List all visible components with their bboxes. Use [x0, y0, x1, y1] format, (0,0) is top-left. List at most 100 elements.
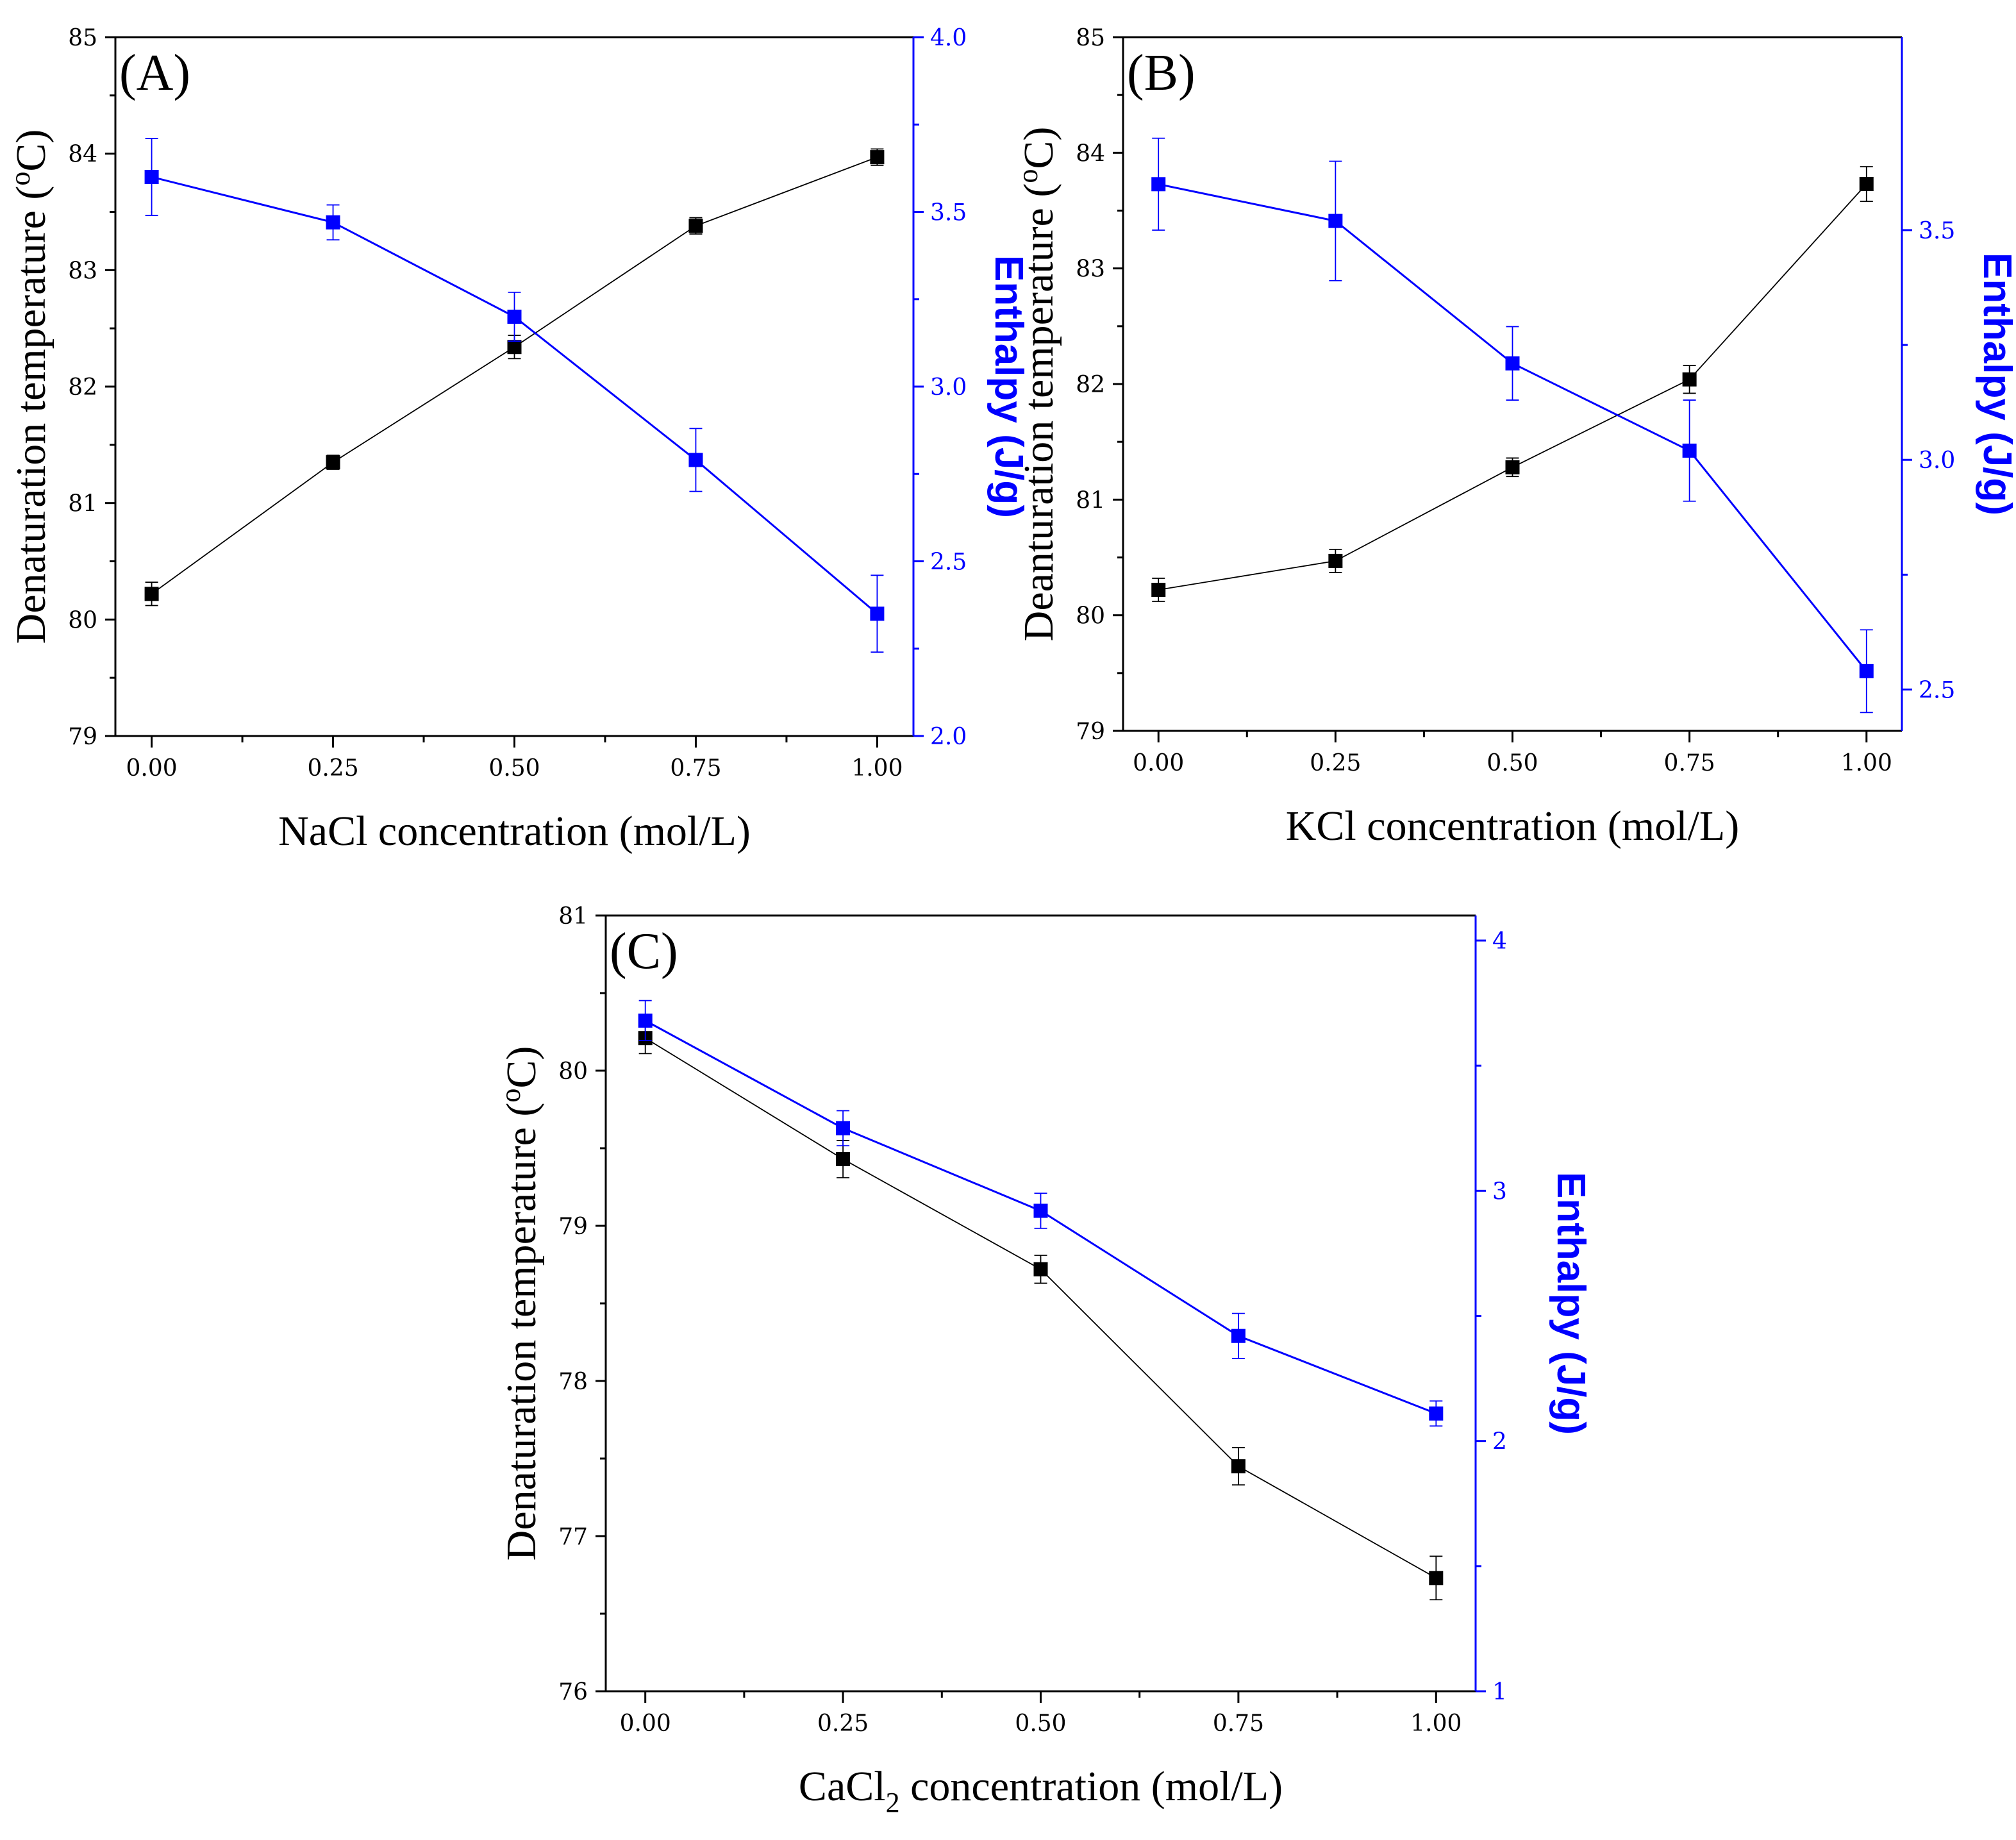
x-axis-title: CaCl2 concentration (mol/L): [799, 1763, 1283, 1818]
temperature-data-point: [1859, 177, 1874, 192]
y-left-axis-title-superscript: o: [1012, 169, 1044, 183]
panel-label: (C): [610, 923, 678, 980]
x-axis-title-subscript: 2: [886, 1787, 900, 1818]
y-left-tick-label: 78: [558, 1369, 588, 1395]
enthalpy-data-point: [1151, 177, 1166, 192]
y-left-tick-label: 83: [1076, 256, 1105, 283]
x-tick-label: 0.00: [126, 755, 178, 782]
y-right-tick-label: 4: [1492, 928, 1507, 955]
y-left-axis-title-tail: C): [8, 130, 54, 172]
enthalpy-data-point: [688, 453, 703, 467]
y-left-axis-title-main: Deanturation temperature (: [1015, 183, 1062, 642]
y-left-tick-label: 79: [558, 1214, 588, 1240]
x-axis-title: NaCl concentration (mol/L): [278, 808, 751, 855]
y-right-axis-title: Enthalpy (J/g): [1549, 1172, 1593, 1435]
chart-panel-b: 0.00 0.25 0.50 0.75 1.00 79 80 81 82 83 84 85 2.5 3.0…: [1012, 25, 2016, 849]
temperature-data-point: [1682, 372, 1697, 387]
temperature-data-point: [144, 587, 159, 601]
y-left-axis-title-superscript: o: [495, 1089, 526, 1103]
x-tick-label: 0.50: [488, 755, 540, 782]
y-right-tick-label: 3.0: [930, 374, 967, 401]
y-right-tick-label: 3.0: [1919, 447, 1955, 474]
x-tick-label: 0.75: [1213, 1710, 1264, 1737]
y-left-axis-title: Denaturation temperature (oC): [495, 1046, 545, 1561]
enthalpy-data-point: [1231, 1328, 1245, 1343]
temperature-data-point: [688, 219, 703, 233]
temperature-data-point: [836, 1151, 851, 1166]
x-axis-title-main: NaCl concentration (mol/L): [278, 808, 751, 855]
enthalpy-data-point: [507, 310, 522, 324]
x-tick-label: 0.00: [1133, 750, 1184, 776]
y-right-axis-title: Enthalpy (J/g): [987, 255, 1031, 518]
enthalpy-data-point: [326, 215, 340, 230]
y-left-tick-label: 81: [68, 491, 97, 517]
enthalpy-data-point: [1033, 1203, 1048, 1218]
y-right-tick-label: 2.5: [930, 549, 967, 576]
x-tick-label: 0.50: [1015, 1710, 1066, 1737]
y-left-axis-title-tail: C): [498, 1046, 545, 1089]
y-left-axis-title-main: Denaturation temperature (: [498, 1103, 545, 1561]
x-tick-label: 1.00: [1410, 1710, 1462, 1737]
x-axis-title-main: CaCl: [799, 1763, 886, 1810]
temperature-series-line: [645, 1037, 1437, 1579]
temperature-data-point: [1033, 1262, 1048, 1276]
temperature-data-point: [1231, 1459, 1245, 1474]
x-tick-label: 0.75: [1664, 750, 1715, 776]
y-left-tick-label: 85: [1076, 25, 1105, 51]
x-axis-title-main: KCl concentration (mol/L): [1286, 803, 1739, 849]
y-left-tick-label: 80: [1076, 603, 1105, 630]
y-left-axis-title-main: Denaturation temperature (: [8, 186, 54, 644]
y-left-tick-label: 79: [68, 724, 97, 750]
x-tick-label: 0.25: [1310, 750, 1361, 776]
y-right-tick-label: 2.0: [930, 724, 967, 750]
y-right-tick-label: 3.5: [930, 200, 967, 226]
y-right-axis-title: Enthalpy (J/g): [1975, 253, 2016, 515]
y-right-tick-label: 4.0: [930, 25, 967, 51]
y-left-tick-label: 82: [68, 374, 97, 401]
y-left-axis-title: Deanturation temperature (oC): [1012, 127, 1062, 642]
x-axis-title: KCl concentration (mol/L): [1286, 803, 1739, 849]
enthalpy-data-point: [1859, 664, 1874, 678]
enthalpy-data-point: [1429, 1406, 1444, 1421]
x-tick-label: 0.00: [620, 1710, 671, 1737]
y-left-tick-label: 83: [68, 258, 97, 284]
y-right-tick-label: 2.5: [1919, 678, 1955, 704]
enthalpy-data-point: [1328, 213, 1343, 228]
temperature-data-point: [1328, 553, 1343, 568]
y-right-tick-label: 1: [1492, 1679, 1507, 1705]
x-tick-label: 1.00: [1841, 750, 1892, 776]
y-left-tick-label: 81: [558, 903, 588, 930]
y-left-tick-label: 81: [1076, 487, 1105, 514]
y-left-axis-title-superscript: o: [4, 172, 36, 186]
y-right-tick-label: 3.5: [1919, 218, 1955, 244]
temperature-data-point: [1429, 1571, 1444, 1585]
y-left-tick-label: 84: [68, 142, 97, 168]
temperature-data-point: [1151, 582, 1166, 597]
x-tick-label: 0.25: [307, 755, 358, 782]
y-left-tick-label: 82: [1076, 372, 1105, 398]
x-tick-label: 1.00: [851, 755, 903, 782]
y-left-tick-label: 79: [1076, 719, 1105, 745]
temperature-data-point: [870, 150, 885, 165]
x-axis-title-tail: concentration (mol/L): [900, 1763, 1283, 1810]
y-left-tick-label: 85: [68, 25, 97, 51]
chart-panel-c: 0.00 0.25 0.50 0.75 1.00 76 77 78 79 80 81 1 2 3 4 (C) C…: [495, 903, 1593, 1818]
temperature-series-line: [151, 156, 878, 595]
chart-panel-a: 0.00 0.25 0.50 0.75 1.00 79 80 81 82 83 84 85 2.0 2.5…: [4, 25, 1031, 855]
y-left-axis-title: Denaturation temperature (oC): [4, 130, 54, 644]
x-tick-label: 0.75: [670, 755, 721, 782]
y-left-axis-title-tail: C): [1015, 127, 1062, 169]
y-left-tick-label: 80: [68, 607, 97, 633]
temperature-data-point: [1505, 460, 1520, 474]
x-tick-label: 0.50: [1487, 750, 1538, 776]
panel-label: (B): [1127, 45, 1195, 101]
temperature-data-point: [326, 455, 340, 470]
enthalpy-data-point: [836, 1121, 851, 1135]
y-left-tick-label: 76: [558, 1679, 588, 1705]
enthalpy-data-point: [1505, 356, 1520, 371]
enthalpy-data-point: [1682, 443, 1697, 458]
enthalpy-data-point: [144, 170, 159, 184]
y-left-tick-label: 80: [558, 1058, 588, 1085]
enthalpy-series-line: [1158, 183, 1867, 672]
